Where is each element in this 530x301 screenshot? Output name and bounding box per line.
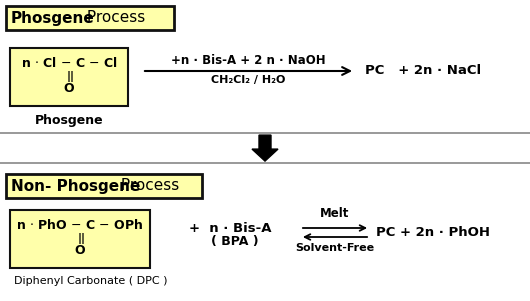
Text: ||: || — [78, 232, 86, 244]
Text: Phosgene: Phosgene — [11, 11, 95, 26]
FancyBboxPatch shape — [10, 48, 128, 106]
Text: n $\cdot$ Cl $-$ C $-$ Cl: n $\cdot$ Cl $-$ C $-$ Cl — [21, 56, 118, 70]
Text: O: O — [64, 82, 74, 95]
Text: ||: || — [67, 70, 75, 82]
Text: +n · Bis-A + 2 n · NaOH: +n · Bis-A + 2 n · NaOH — [171, 54, 326, 67]
Text: Phosgene: Phosgene — [34, 114, 103, 127]
Text: Solvent-Free: Solvent-Free — [295, 243, 375, 253]
Text: Diphenyl Carbonate ( DPC ): Diphenyl Carbonate ( DPC ) — [14, 276, 167, 286]
Text: O: O — [75, 244, 85, 257]
Text: Process: Process — [82, 11, 145, 26]
Text: Non- Phosgene: Non- Phosgene — [11, 178, 140, 194]
Text: ( BPA ): ( BPA ) — [211, 235, 259, 249]
Text: PC + 2n · PhOH: PC + 2n · PhOH — [376, 226, 490, 240]
Text: n $\cdot$ PhO $-$ C $-$ OPh: n $\cdot$ PhO $-$ C $-$ OPh — [16, 218, 144, 232]
Text: Melt: Melt — [320, 207, 350, 220]
Text: +  n · Bis-A: + n · Bis-A — [189, 222, 271, 234]
Text: PC   + 2n · NaCl: PC + 2n · NaCl — [365, 64, 481, 77]
FancyBboxPatch shape — [6, 174, 202, 198]
FancyBboxPatch shape — [6, 6, 174, 30]
Polygon shape — [252, 135, 278, 161]
FancyBboxPatch shape — [10, 210, 150, 268]
Text: Process: Process — [116, 178, 179, 194]
Text: CH₂Cl₂ / H₂O: CH₂Cl₂ / H₂O — [211, 75, 286, 85]
